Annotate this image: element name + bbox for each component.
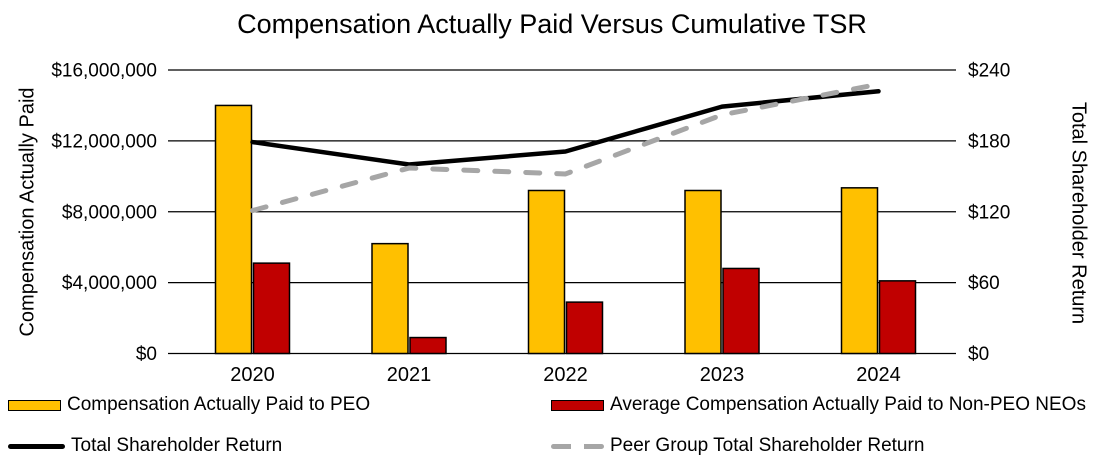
right-axis-tick-label: $240 bbox=[968, 61, 1010, 82]
legend-item-tsr: Total Shareholder Return bbox=[8, 435, 283, 456]
legend-label-nonpeo: Average Compensation Actually Paid to No… bbox=[610, 394, 1086, 415]
legend-item-nonpeo: Average Compensation Actually Paid to No… bbox=[551, 394, 1086, 415]
left-axis-tick-label: $12,000,000 bbox=[51, 131, 157, 152]
bar-nonpeo-2024 bbox=[878, 280, 917, 355]
right-axis-tick-label: $180 bbox=[968, 131, 1010, 152]
legend-label-peer: Peer Group Total Shareholder Return bbox=[610, 435, 925, 456]
left-axis-tick-label: $0 bbox=[136, 344, 157, 365]
legend-label-tsr: Total Shareholder Return bbox=[71, 435, 283, 456]
legend-swatch-tsr-line bbox=[8, 443, 65, 449]
left-axis-tick-label: $16,000,000 bbox=[51, 61, 157, 82]
chart-title: Compensation Actually Paid Versus Cumula… bbox=[237, 9, 867, 39]
x-axis-label-2021: 2021 bbox=[387, 364, 432, 386]
legend-item-peer: Peer Group Total Shareholder Return bbox=[551, 435, 925, 456]
x-axis-label-2022: 2022 bbox=[543, 364, 588, 386]
right-axis-tick-label: $0 bbox=[968, 344, 989, 365]
bar-peo-2021 bbox=[371, 242, 409, 355]
x-axis-label-2023: 2023 bbox=[700, 364, 745, 386]
legend-swatch-peer-line bbox=[551, 443, 604, 449]
left-axis-tick-label: $8,000,000 bbox=[62, 202, 157, 223]
right-axis-tick-label: $60 bbox=[968, 273, 1000, 294]
x-axis-label-2020: 2020 bbox=[230, 364, 275, 386]
bar-peo-2022 bbox=[527, 189, 566, 355]
bar-peo-2020 bbox=[214, 104, 253, 355]
peer-tsr-line bbox=[250, 81, 881, 214]
legend-item-peo: Compensation Actually Paid to PEO bbox=[8, 394, 371, 415]
legend-swatch-peo-bar bbox=[8, 399, 61, 411]
legend-label-peo: Compensation Actually Paid to PEO bbox=[67, 394, 371, 415]
bar-nonpeo-2020 bbox=[252, 262, 291, 355]
bar-nonpeo-2023 bbox=[722, 267, 760, 355]
bar-nonpeo-2022 bbox=[565, 301, 604, 355]
tsr-line bbox=[250, 89, 881, 167]
x-axis-label-2024: 2024 bbox=[856, 364, 901, 386]
legend-swatch-nonpeo-bar bbox=[551, 399, 604, 411]
bar-nonpeo-2021 bbox=[409, 336, 447, 355]
bar-peo-2023 bbox=[684, 189, 722, 355]
left-axis-tick-label: $4,000,000 bbox=[62, 273, 157, 294]
right-axis-tick-label: $120 bbox=[968, 202, 1010, 223]
bar-peo-2024 bbox=[840, 187, 879, 355]
